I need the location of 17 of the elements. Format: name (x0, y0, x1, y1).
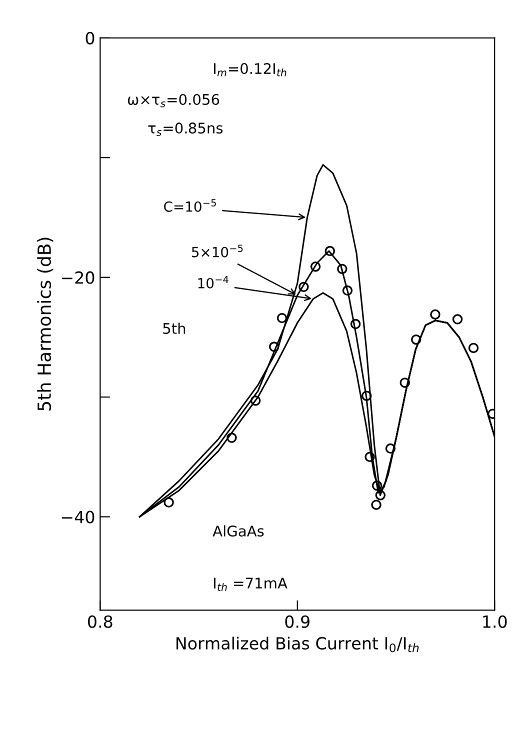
annotation: AlGaAs (212, 525, 264, 537)
annotation: τ$_{s}$=0.85ns (148, 122, 223, 136)
annotation: ω×τ$_{s}$=0.056 (128, 94, 220, 108)
annotation: I$_{th}$ =71mA (214, 578, 288, 591)
x-tick-label: 0.8 (88, 615, 112, 628)
annotation: 5th (163, 322, 186, 334)
y-axis-title: 5th Harmonics (dB) (37, 238, 54, 410)
y-tick-label: 0 (86, 32, 94, 44)
y-tick-label: −20 (62, 271, 94, 284)
annotation: 10$^{−4}$ (198, 276, 228, 288)
x-axis-title: Normalized Bias Current I$_{0}$/I$_{th}$ (176, 636, 419, 652)
x-tick-label: 1.0 (483, 615, 507, 628)
annotation: C=10$^{−5}$ (164, 199, 216, 212)
annotation: 5×10$^{−5}$ (192, 244, 243, 258)
y-tick-label: −40 (62, 510, 94, 524)
x-tick-label: 0.9 (285, 615, 310, 628)
annotation: I$_{m}$=0.12I$_{th}$ (214, 63, 286, 76)
